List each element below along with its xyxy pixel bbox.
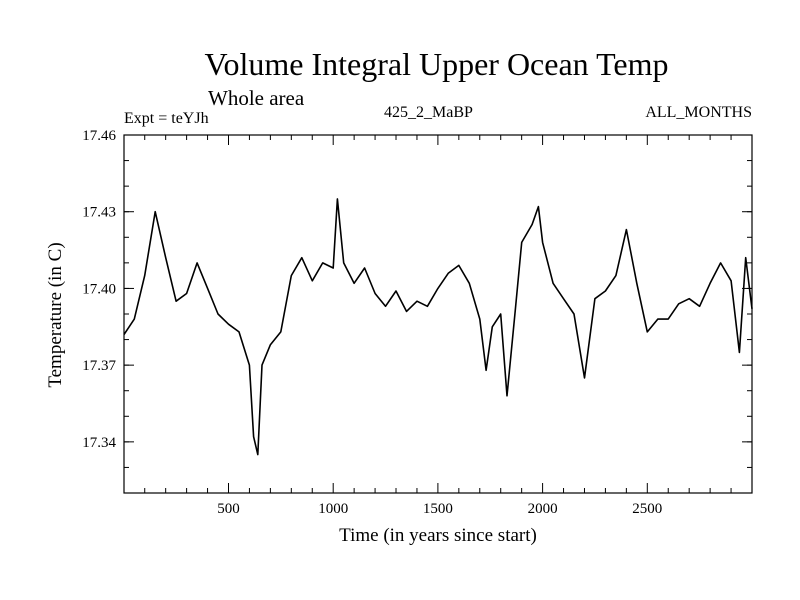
x-axis-label: Time (in years since start) <box>339 525 537 546</box>
x-tick-label: 2500 <box>632 501 662 517</box>
y-tick-label: 17.40 <box>82 281 116 297</box>
x-tick: 2000 <box>528 135 558 517</box>
x-tick: 2500 <box>632 135 662 517</box>
y-tick-label: 17.46 <box>82 128 116 144</box>
axis-ticks: 17.34 17.37 17.40 17.43 17.46 500 1000 1500 2000… <box>82 128 752 517</box>
y-tick: 17.37 <box>82 358 752 374</box>
x-tick-label: 2000 <box>528 501 558 517</box>
y-tick: 17.43 <box>82 205 752 221</box>
x-tick-label: 500 <box>217 501 240 517</box>
series-lines <box>123 198 753 456</box>
x-tick: 1500 <box>423 135 453 517</box>
y-tick: 17.34 <box>82 435 752 451</box>
plot-frame <box>123 134 753 494</box>
run-label: 425_2_MaBP <box>384 104 473 121</box>
y-tick-label: 17.37 <box>82 358 116 374</box>
x-tick-label: 1000 <box>318 501 348 517</box>
y-tick-label: 17.34 <box>82 435 116 451</box>
y-tick-label: 17.43 <box>82 205 116 221</box>
experiment-label: Expt = teYJh <box>124 110 209 127</box>
x-tick: 500 <box>217 135 240 517</box>
chart-subtitle: Whole area <box>208 86 305 110</box>
months-label: ALL_MONTHS <box>645 104 752 121</box>
x-tick: 1000 <box>318 135 348 517</box>
x-tick-label: 1500 <box>423 501 453 517</box>
y-tick: 17.40 <box>82 281 752 297</box>
series-line <box>123 198 753 456</box>
chart-title: Volume Integral Upper Ocean Temp <box>204 46 669 82</box>
